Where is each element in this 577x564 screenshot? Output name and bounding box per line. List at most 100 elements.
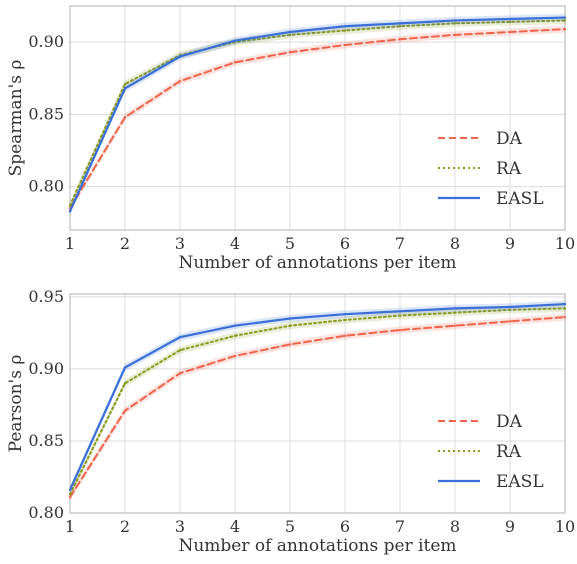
x-axis-label: Number of annotations per item <box>178 536 456 556</box>
data-point-easl <box>123 366 127 369</box>
data-point-da <box>343 334 347 337</box>
data-point-da <box>508 320 512 323</box>
data-point-da <box>123 116 127 119</box>
data-point-da <box>233 61 237 64</box>
data-point-ra <box>508 20 512 24</box>
x-tick-label: 8 <box>450 517 460 536</box>
y-tick-label: 0.85 <box>28 431 64 450</box>
x-tick-label: 8 <box>450 234 460 253</box>
data-point-da <box>288 343 292 346</box>
data-point-ra <box>398 25 402 28</box>
data-point-ra <box>288 33 292 37</box>
data-point-easl <box>233 39 237 42</box>
y-tick-label: 0.85 <box>28 104 64 123</box>
data-point-ra <box>508 308 512 312</box>
data-point-ra <box>68 204 72 207</box>
data-point-easl <box>508 17 512 21</box>
y-tick-label: 0.90 <box>28 32 64 51</box>
data-point-da <box>68 495 72 499</box>
data-point-easl <box>453 19 457 22</box>
data-point-ra <box>68 493 72 496</box>
data-point-ra <box>343 318 347 322</box>
series-band-da <box>70 25 565 212</box>
series-line-easl <box>68 16 567 213</box>
data-point-easl <box>563 16 567 19</box>
x-tick-label: 9 <box>505 517 515 536</box>
legend-label-easl: EASL <box>496 189 544 209</box>
data-point-da <box>178 372 182 375</box>
x-tick-label: 2 <box>120 517 130 536</box>
series-line-ra <box>69 19 566 207</box>
series-line-da <box>69 28 566 210</box>
x-tick-label: 6 <box>340 517 350 536</box>
legend-label-ra: RA <box>496 442 522 462</box>
y-tick-label: 0.95 <box>28 287 64 306</box>
x-tick-label: 2 <box>120 234 130 253</box>
plot-frame <box>69 293 566 514</box>
legend-label-easl: EASL <box>496 472 544 492</box>
y-axis-label: Pearson's ρ <box>6 355 26 453</box>
data-point-easl <box>233 324 237 327</box>
plot-frame <box>69 5 566 231</box>
spearman-panel: 1 2 3 4 5 6 7 8 9 10 0.80 0.85 0.90 Number of annotat… <box>6 5 575 273</box>
y-tick-label: 0.90 <box>28 359 64 378</box>
data-point-ra <box>288 324 292 327</box>
x-tick-label: 5 <box>285 234 295 253</box>
x-tick-label: 1 <box>65 517 75 536</box>
data-point-da <box>398 328 402 332</box>
data-point-ra <box>453 22 457 25</box>
y-tick-label: 0.80 <box>28 503 64 522</box>
x-tick-label: 6 <box>340 234 350 253</box>
data-point-easl <box>563 302 567 306</box>
data-point-da <box>453 324 457 327</box>
x-tick-label: 4 <box>230 234 240 253</box>
x-axis-label: Number of annotations per item <box>178 253 456 273</box>
data-point-easl <box>343 312 347 316</box>
data-point-da <box>233 354 237 358</box>
x-tick-label: 3 <box>175 517 185 536</box>
data-point-easl <box>398 310 402 313</box>
data-point-ra <box>563 307 567 310</box>
data-point-ra <box>343 29 347 32</box>
data-point-ra <box>123 382 127 385</box>
data-point-da <box>178 79 182 83</box>
data-point-da <box>563 315 567 319</box>
data-point-easl <box>288 317 292 320</box>
x-tick-label: 10 <box>555 517 575 536</box>
x-tick-label: 10 <box>555 234 575 253</box>
data-point-ra <box>123 82 127 86</box>
data-point-da <box>398 38 402 41</box>
data-point-ra <box>453 311 457 314</box>
data-point-easl <box>123 87 127 90</box>
series-band-da <box>70 313 565 501</box>
x-tick-label: 3 <box>175 234 185 253</box>
data-point-ra <box>563 19 567 22</box>
data-point-easl <box>398 22 402 25</box>
series-line-easl <box>68 302 567 492</box>
x-tick-label: 7 <box>395 517 405 536</box>
y-tick-label: 0.80 <box>28 177 64 196</box>
data-point-easl <box>68 488 72 492</box>
series-line-ra <box>69 307 566 496</box>
series-band-ra <box>70 304 565 498</box>
data-point-da <box>123 409 127 412</box>
x-tick-label: 7 <box>395 234 405 253</box>
legend-label-da: DA <box>496 129 523 149</box>
data-point-ra <box>178 348 182 352</box>
x-tick-label: 4 <box>230 517 240 536</box>
data-point-easl <box>178 336 182 339</box>
x-tick-label: 9 <box>505 234 515 253</box>
legend-label-da: DA <box>496 412 523 432</box>
y-axis-label: Spearman's ρ <box>6 60 26 177</box>
data-point-easl <box>508 305 512 309</box>
data-point-easl <box>453 307 457 310</box>
data-point-da <box>563 27 567 31</box>
data-point-da <box>453 33 457 37</box>
data-point-da <box>288 51 292 54</box>
pearson-panel: 1 2 3 4 5 6 7 8 9 10 0.80 0.85 0.90 0.95 Number of ann… <box>6 287 575 556</box>
data-point-easl <box>288 30 292 34</box>
data-point-ra <box>233 334 237 337</box>
data-point-easl <box>343 25 347 28</box>
legend-label-ra: RA <box>496 159 522 179</box>
